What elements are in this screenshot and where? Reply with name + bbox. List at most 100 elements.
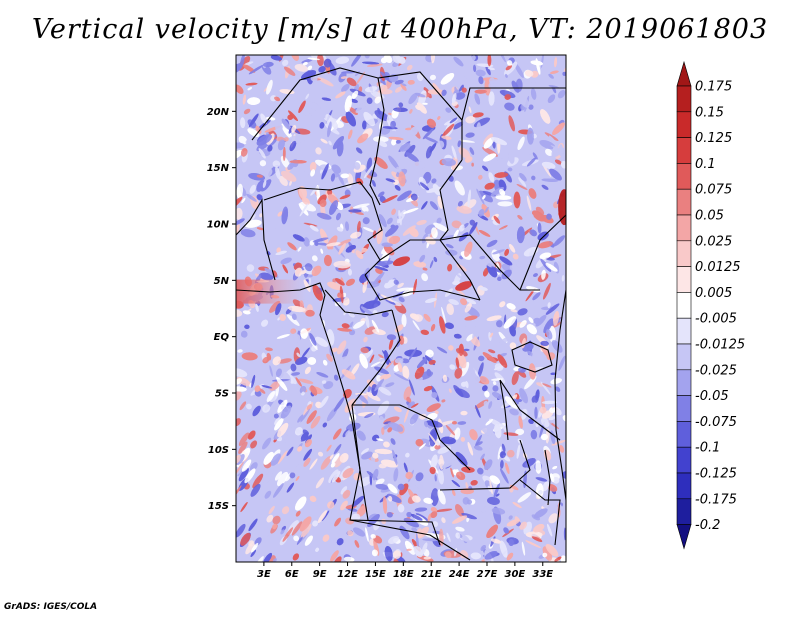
- field-cell: [248, 518, 258, 532]
- field-cell: [401, 358, 410, 364]
- field-cell: [393, 279, 399, 285]
- field-cell: [410, 193, 418, 201]
- field-cell: [393, 550, 401, 559]
- field-cell: [240, 532, 251, 546]
- field-cell: [356, 505, 367, 517]
- field-cell: [236, 418, 241, 427]
- field-cell: [430, 511, 438, 519]
- field-cell: [445, 424, 456, 436]
- field-cell: [533, 273, 538, 277]
- colorbar: [676, 60, 692, 550]
- field-cell: [333, 556, 342, 562]
- field-cell: [405, 452, 410, 458]
- field-cell: [433, 222, 449, 233]
- field-cell: [335, 212, 342, 221]
- field-cell: [426, 403, 441, 412]
- field-cell: [330, 550, 339, 562]
- border-drc-north: [364, 274, 481, 301]
- field-cell: [340, 486, 348, 495]
- field-cell: [446, 532, 451, 542]
- field-cell: [553, 235, 566, 247]
- field-cell: [398, 102, 404, 108]
- field-cell: [519, 521, 528, 530]
- border-mozambique: [519, 479, 561, 546]
- field-cell: [353, 320, 365, 329]
- field-cell: [497, 201, 513, 207]
- field-cell: [376, 438, 384, 441]
- field-cell: [282, 527, 294, 542]
- field-cell: [475, 122, 482, 138]
- field-cell: [300, 523, 312, 538]
- field-cell: [506, 552, 514, 561]
- field-cell: [315, 547, 320, 552]
- field-cell: [555, 386, 561, 392]
- field-cell: [306, 404, 313, 411]
- field-cell: [376, 227, 383, 245]
- field-cell: [417, 526, 429, 539]
- field-cell: [381, 311, 389, 318]
- field-cell: [446, 303, 454, 316]
- field-cell: [474, 89, 487, 94]
- field-cell: [550, 70, 559, 74]
- colorbar-level-label: -0.05: [695, 389, 729, 404]
- field-cell: [530, 88, 537, 100]
- field-cell: [501, 269, 512, 280]
- field-cell: [529, 229, 537, 237]
- field-cell: [448, 345, 454, 351]
- field-cell: [483, 400, 489, 407]
- field-cell: [430, 454, 438, 469]
- field-cell: [552, 122, 565, 135]
- field-cell: [426, 118, 436, 128]
- field-cell: [414, 376, 423, 386]
- border-libya-sudan: [369, 77, 385, 206]
- field-cell: [548, 135, 559, 148]
- field-cell: [263, 451, 274, 465]
- field-cell: [309, 458, 318, 470]
- field-cell: [415, 439, 424, 447]
- field-cell: [260, 113, 267, 125]
- field-cell: [419, 182, 430, 191]
- border-lake-victoria: [511, 341, 553, 373]
- colorbar-swatch: [676, 214, 692, 242]
- field-cell: [542, 481, 550, 492]
- field-cell: [277, 139, 285, 151]
- field-cell: [362, 300, 381, 309]
- field-cell: [489, 77, 495, 85]
- field-cell: [373, 136, 389, 143]
- field-cell: [475, 69, 486, 77]
- field-cell: [350, 231, 362, 239]
- colorbar-level-label: -0.1: [695, 441, 720, 456]
- field-cell: [508, 538, 514, 547]
- field-cell: [333, 444, 342, 455]
- field-cell: [370, 361, 381, 367]
- field-cell: [429, 74, 436, 81]
- field-cell: [334, 374, 339, 381]
- field-cell: [545, 544, 559, 557]
- field-cell: [478, 229, 491, 237]
- field-cell: [483, 133, 493, 145]
- field-cell: [412, 320, 420, 331]
- field-cell: [421, 201, 428, 210]
- field-cell: [508, 292, 523, 300]
- field-cell: [393, 467, 399, 482]
- field-cell: [553, 310, 560, 326]
- field-cell: [376, 374, 382, 382]
- field-cell: [274, 471, 283, 481]
- field-cell: [294, 463, 302, 474]
- field-cell: [265, 347, 273, 352]
- field-cell: [315, 336, 329, 347]
- field-cell: [544, 132, 559, 142]
- field-cell: [329, 454, 334, 460]
- field-cell: [315, 147, 322, 155]
- field-cell: [244, 61, 254, 66]
- colorbar-swatch: [676, 85, 692, 113]
- feature-ascent: [392, 256, 411, 267]
- field-cell: [461, 87, 467, 93]
- field-cell: [277, 204, 289, 212]
- field-cell: [301, 58, 313, 64]
- field-cell: [316, 372, 329, 378]
- footer-credit: GrADS: IGES/COLA: [4, 602, 98, 612]
- field-cell: [499, 337, 510, 345]
- field-cell: [280, 405, 292, 419]
- colorbar-level-label: 0.125: [695, 131, 732, 146]
